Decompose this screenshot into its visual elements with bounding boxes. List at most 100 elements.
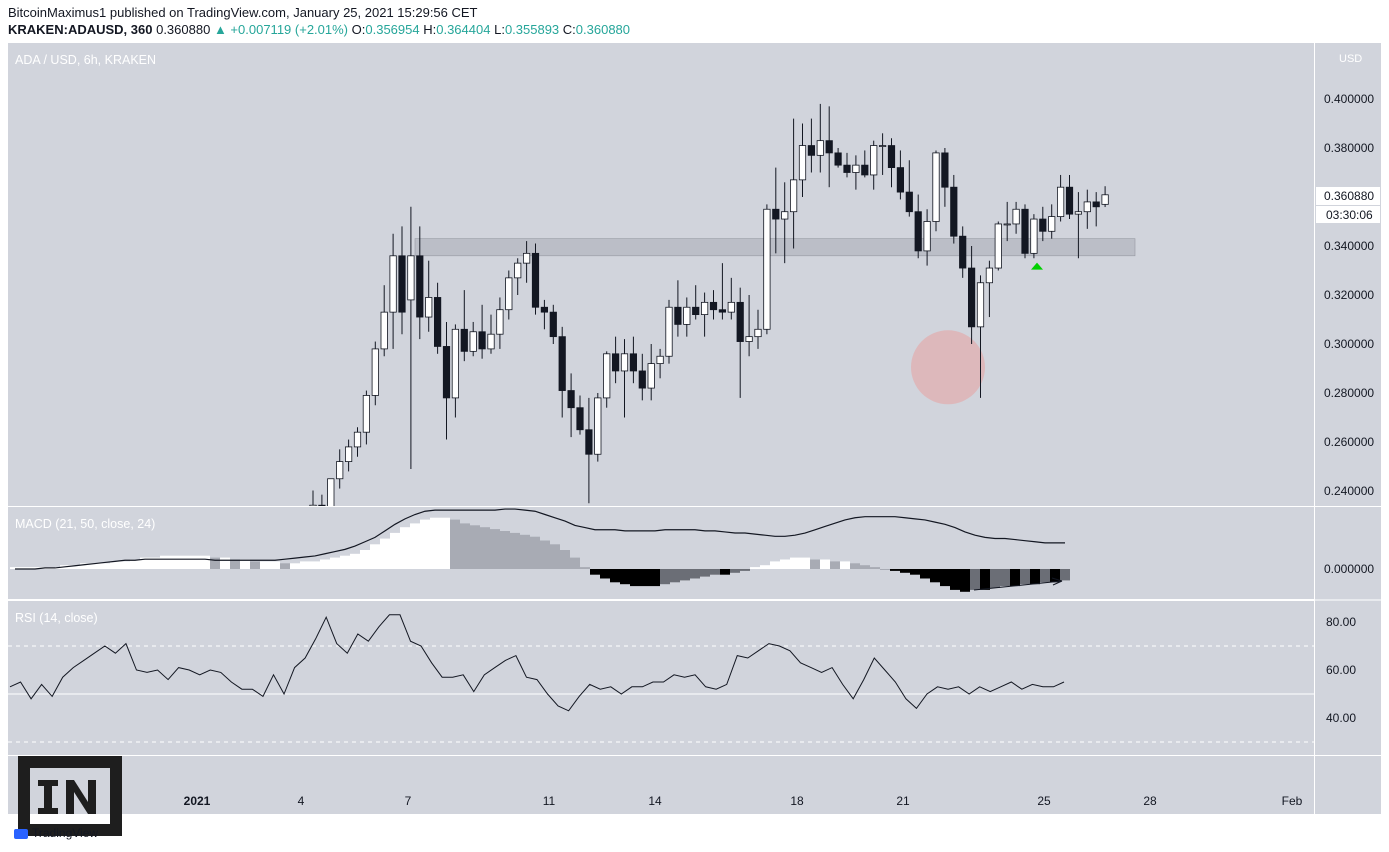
- tradingview-watermark: TradingView: [14, 826, 98, 840]
- macd-histogram-bar: [590, 569, 600, 575]
- macd-histogram-bar: [470, 525, 480, 569]
- candle: [1065, 186, 1074, 215]
- candle: [505, 277, 513, 311]
- time-tick-label: 4: [298, 794, 305, 808]
- macd-histogram-bar: [620, 569, 630, 585]
- rsi-layer: [8, 614, 1314, 743]
- macd-layer: [10, 508, 1070, 592]
- macd-histogram-bar: [80, 563, 90, 569]
- macd-histogram-bar: [390, 532, 400, 569]
- macd-histogram-bar: [560, 550, 570, 569]
- candle: [647, 363, 655, 389]
- macd-panel[interactable]: [8, 507, 1314, 599]
- macd-histogram-bar: [660, 569, 670, 585]
- macd-histogram-bar: [340, 555, 350, 569]
- candle: [567, 390, 575, 409]
- price-tick-label: 0.300000: [1324, 337, 1374, 351]
- candle: [612, 353, 620, 372]
- candle: [629, 353, 638, 372]
- macd-tick-label: 0.000000: [1324, 562, 1374, 576]
- macd-histogram-bar: [1000, 569, 1010, 587]
- candle: [968, 267, 976, 328]
- macd-histogram-bar: [970, 569, 980, 590]
- candle: [1048, 216, 1056, 232]
- price-tick-label: 0.320000: [1324, 288, 1374, 302]
- candle: [362, 395, 371, 433]
- close-value: 0.360880: [575, 22, 631, 37]
- macd-histogram-bar: [880, 569, 890, 570]
- time-tick-label: 2021: [184, 794, 211, 808]
- low-value: 0.355893: [504, 22, 560, 37]
- tradingview-label: TradingView: [32, 826, 99, 840]
- time-tick-label: 21: [896, 794, 910, 808]
- candle: [709, 301, 718, 311]
- price-layer: [309, 103, 1136, 506]
- candle: [576, 407, 584, 431]
- candle: [950, 186, 958, 237]
- price-tick-label: 0.340000: [1324, 239, 1374, 253]
- price-axis[interactable]: [1315, 43, 1381, 814]
- current-price-box: [1316, 187, 1380, 205]
- macd-histogram-bar: [720, 569, 730, 575]
- price-panel[interactable]: [8, 43, 1314, 506]
- candle: [389, 255, 397, 313]
- candle: [976, 282, 985, 328]
- rsi-panel[interactable]: [8, 601, 1314, 755]
- macd-histogram-bar: [680, 569, 690, 581]
- macd-histogram-bar: [170, 555, 180, 569]
- macd-histogram-bar: [1020, 569, 1030, 585]
- candle: [763, 208, 771, 330]
- macd-histogram-bar: [860, 565, 870, 569]
- macd-histogram-bar: [610, 569, 620, 583]
- publish-header: BitcoinMaximus1 published on TradingView…: [8, 5, 478, 20]
- macd-histogram-bar: [190, 555, 200, 569]
- price-tick-label: 0.240000: [1324, 484, 1374, 498]
- macd-histogram-bar: [130, 559, 140, 569]
- macd-histogram-bar: [940, 569, 950, 587]
- candle: [923, 221, 931, 252]
- macd-histogram-bar: [460, 523, 470, 569]
- macd-histogram-bar: [300, 561, 310, 569]
- candle: [1092, 201, 1100, 208]
- candle: [905, 191, 913, 213]
- candle: [318, 504, 326, 506]
- candle: [416, 255, 424, 318]
- time-tick-label: 18: [790, 794, 804, 808]
- candle: [353, 431, 362, 448]
- candle: [1030, 218, 1038, 254]
- candle: [309, 504, 317, 506]
- up-arrow-marker: [1031, 262, 1043, 270]
- macd-histogram-bar: [630, 569, 640, 587]
- candle: [487, 333, 495, 350]
- high-label: H:: [423, 22, 437, 37]
- macd-histogram-bar: [1030, 569, 1040, 585]
- candle: [620, 353, 629, 372]
- candle: [959, 235, 967, 269]
- candle: [1021, 208, 1029, 254]
- symbol-header: KRAKEN:ADAUSD, 360 0.360880 ▲ +0.007119 …: [8, 22, 630, 37]
- candle: [781, 211, 789, 220]
- candle: [932, 152, 940, 222]
- macd-histogram-bar: [220, 557, 230, 569]
- open-label: O:: [351, 22, 366, 37]
- macd-histogram-bar: [520, 534, 530, 569]
- time-axis[interactable]: [8, 756, 1314, 814]
- time-tick-label: 7: [405, 794, 412, 808]
- macd-histogram-bar: [440, 517, 450, 569]
- candle: [1083, 201, 1091, 213]
- time-tick-label: Feb: [1282, 794, 1303, 808]
- beincrypto-logo: [18, 756, 122, 836]
- macd-histogram-bar: [200, 555, 210, 569]
- macd-histogram-bar: [370, 544, 380, 569]
- author-name[interactable]: BitcoinMaximus1: [8, 5, 107, 20]
- macd-histogram-bar: [770, 561, 780, 569]
- macd-histogram-bar: [780, 559, 790, 569]
- price-tick-label: 0.280000: [1324, 386, 1374, 400]
- last-price: 0.360880: [156, 22, 211, 37]
- macd-histogram-bar: [210, 557, 220, 569]
- macd-histogram-bar: [740, 569, 750, 571]
- macd-histogram-bar: [180, 555, 190, 569]
- macd-histogram-bar: [320, 559, 330, 569]
- macd-histogram-bar: [110, 561, 120, 569]
